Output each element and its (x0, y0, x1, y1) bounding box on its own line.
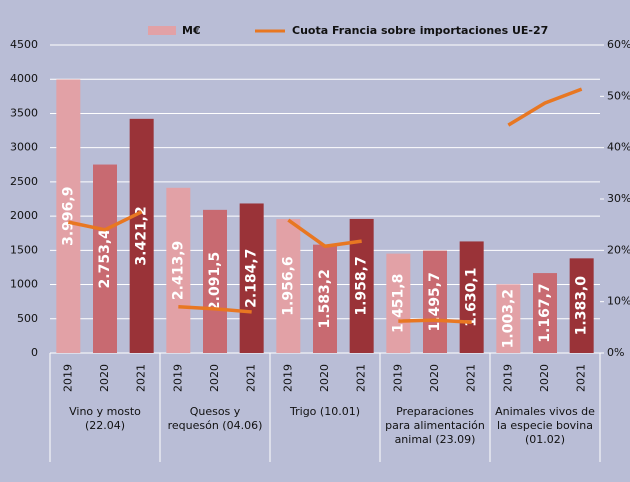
bar (459, 241, 484, 353)
value-label: 1.495,7 (427, 272, 443, 331)
group-label-line: Vino y mosto (69, 405, 141, 418)
y-tick-label: 2500 (10, 175, 38, 188)
bar (203, 209, 227, 353)
group-label-line: requesón (04.06) (168, 419, 263, 432)
line-segment (507, 87, 583, 127)
legend-label: M€ (182, 24, 201, 37)
bar (166, 187, 191, 353)
y-tick-label: 1000 (10, 278, 38, 291)
group-label-line: animal (23.09) (395, 433, 476, 446)
group-label: Vino y mosto (22.04) (69, 405, 141, 432)
group-label-line: Preparaciones (396, 405, 474, 418)
bar (276, 219, 301, 353)
bar (56, 79, 81, 354)
x-tick-label: 2021 (465, 364, 478, 392)
y2-tick-label: 40% (607, 141, 630, 154)
x-tick-label: 2019 (391, 364, 404, 392)
x-tick-label: 2020 (428, 364, 441, 392)
y2-tick-label: 20% (607, 243, 630, 256)
y-tick-label: 3000 (10, 141, 38, 154)
value-label: 2.091,5 (207, 252, 223, 311)
y-tick-label: 500 (17, 312, 38, 325)
value-label: 1.383,0 (574, 276, 590, 336)
group-label: Animales vivos de la especie bovina (01.02… (495, 405, 595, 446)
y-tick-label: 1500 (10, 243, 38, 256)
y2-tick-label: 0% (607, 346, 624, 359)
legend-swatch (148, 26, 176, 35)
y-tick-label: 0 (31, 346, 38, 359)
y-tick-label: 4000 (10, 72, 38, 85)
bar (93, 164, 117, 353)
value-label: 2.753,4 (97, 229, 113, 289)
y2-tick-label: 30% (607, 192, 630, 205)
group-label-line: Animales vivos de (495, 405, 595, 418)
line-segment (287, 218, 362, 248)
value-label: 1.583,2 (317, 269, 333, 328)
value-label: 1.956,6 (280, 256, 296, 315)
y2-tick-label: 10% (607, 295, 630, 308)
value-label: 3.421,2 (134, 206, 150, 265)
x-tick-label: 2020 (208, 364, 221, 392)
x-tick-label: 2019 (501, 364, 514, 392)
x-tick-label: 2021 (135, 364, 148, 392)
x-tick-label: 2020 (98, 364, 111, 392)
x-tick-label: 2020 (318, 364, 331, 392)
value-label: 1.003,2 (500, 289, 516, 348)
line-segment (67, 210, 143, 232)
group-label: Preparaciones para alimentación animal (23… (385, 405, 485, 446)
line-segment (398, 318, 472, 324)
y-tick-label: 2000 (10, 209, 38, 222)
x-tick-label: 2021 (245, 364, 258, 392)
bar (569, 258, 594, 353)
x-tick-label: 2020 (538, 364, 551, 392)
group-label-line: (22.04) (85, 419, 125, 432)
group-label-line: Quesos y (190, 405, 241, 418)
group-label: Trigo (10.01) (289, 405, 360, 418)
value-label: 2.413,9 (170, 241, 186, 300)
x-tick-label: 2019 (171, 364, 184, 392)
line-segment (178, 305, 252, 314)
group-label-line: (01.02) (525, 433, 565, 446)
y2-tick-label: 50% (607, 89, 630, 102)
bar (533, 273, 557, 353)
value-label: 1.630,1 (464, 268, 480, 327)
y2-tick-label: 60% (607, 38, 630, 51)
group-label-line: para alimentación (385, 419, 485, 432)
x-tick-label: 2021 (355, 364, 368, 392)
y-tick-label: 3500 (10, 106, 38, 119)
bar (386, 253, 411, 353)
bar (496, 284, 521, 353)
group-label-line: Trigo (10.01) (289, 405, 360, 418)
value-label: 2.184,7 (244, 249, 260, 308)
value-label: 1.167,7 (537, 283, 553, 342)
legend-label: Cuota Francia sobre importaciones UE-27 (292, 24, 548, 37)
x-tick-label: 2019 (61, 364, 74, 392)
bar (313, 244, 337, 353)
y-tick-label: 4500 (10, 38, 38, 51)
bar (239, 203, 264, 353)
x-tick-label: 2021 (575, 364, 588, 392)
bar (423, 250, 447, 353)
value-label: 1.451,8 (390, 274, 406, 333)
group-label: Quesos y requesón (04.06) (168, 405, 263, 432)
value-label: 3.996,9 (60, 187, 76, 246)
value-label: 1.958,7 (354, 256, 370, 315)
group-label-line: la especie bovina (497, 419, 593, 432)
x-tick-label: 2019 (281, 364, 294, 392)
bar (129, 118, 154, 354)
